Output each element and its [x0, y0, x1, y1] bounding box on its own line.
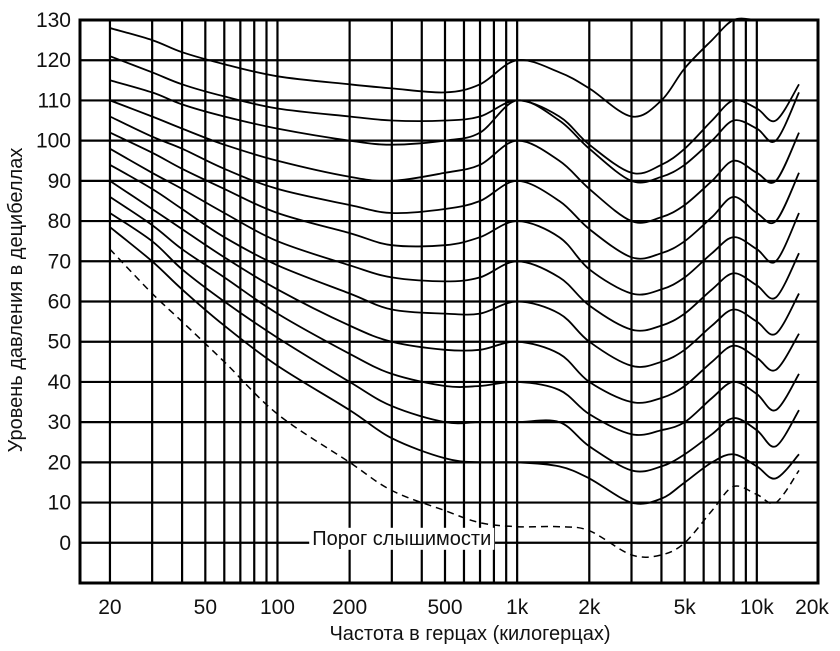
y-tick-50: 50: [48, 331, 71, 354]
threshold-label-background: [309, 527, 495, 550]
loudness-curve-8: [109, 115, 800, 260]
x-tick-50: 50: [194, 596, 217, 619]
loudness-curve-2: [109, 212, 800, 473]
x-tick-labels: 20 50 100 200 500 1k 2k 5k 10k 20k: [98, 596, 829, 619]
x-tick-20k: 20k: [795, 596, 829, 619]
loudness-curves: [109, 17, 800, 505]
loudness-curve-1: [109, 226, 800, 505]
y-tick-70: 70: [48, 250, 71, 273]
x-tick-1k: 1k: [506, 596, 529, 619]
loudness-curve-4: [109, 180, 800, 404]
y-tick-100: 100: [36, 130, 71, 153]
x-tick-200: 200: [332, 596, 367, 619]
y-tick-110: 110: [38, 89, 71, 112]
loudness-curve-7: [109, 131, 800, 296]
y-tick-40: 40: [48, 371, 71, 394]
y-tick-120: 120: [36, 49, 71, 72]
y-tick-0: 0: [59, 532, 71, 555]
loudness-curve-5: [109, 164, 800, 368]
loudness-curve-9: [109, 99, 800, 224]
x-tick-500: 500: [427, 596, 462, 619]
x-tick-100: 100: [260, 596, 295, 619]
x-tick-5k: 5k: [674, 596, 697, 619]
x-tick-10k: 10k: [740, 596, 774, 619]
y-axis-title: Уровень давления в децибеллах: [5, 148, 27, 453]
x-axis-title: Частота в герцах (килогерцах): [329, 623, 610, 645]
threshold-label: Порог слышимости: [312, 528, 491, 550]
x-tick-20: 20: [98, 596, 121, 619]
loudness-curve-11: [109, 55, 800, 175]
y-tick-80: 80: [48, 210, 71, 233]
hearing-threshold: [109, 248, 800, 558]
plot-frame: [78, 18, 820, 585]
y-tick-130: 130: [36, 9, 71, 32]
y-tick-labels: 0 10 20 30 40 50 60 70 80 90 100 110 120 130: [36, 9, 71, 555]
threshold-curve: [109, 248, 800, 558]
y-tick-10: 10: [48, 492, 71, 515]
y-tick-90: 90: [48, 170, 71, 193]
y-tick-30: 30: [48, 411, 71, 434]
y-tick-20: 20: [48, 451, 71, 474]
loudness-curve-3: [109, 196, 800, 436]
y-tick-60: 60: [48, 291, 71, 314]
loudness-curve-6: [109, 147, 800, 332]
x-tick-2k: 2k: [578, 596, 601, 619]
